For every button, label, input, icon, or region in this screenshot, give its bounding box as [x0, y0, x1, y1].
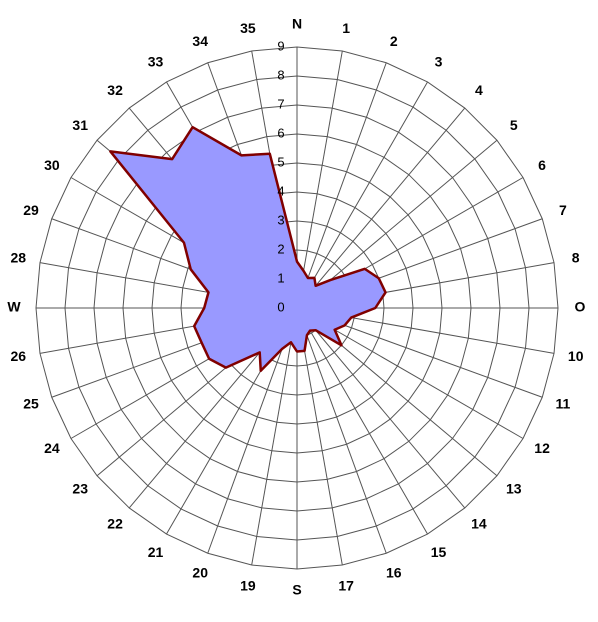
direction-label: 34 [192, 33, 208, 49]
direction-label: 1 [342, 20, 350, 36]
r-tick-label: 7 [277, 96, 284, 111]
r-tick-label: 9 [277, 38, 284, 53]
spoke [296, 307, 387, 554]
direction-label: 32 [107, 82, 123, 98]
direction-label: N [292, 16, 302, 32]
direction-label: 5 [510, 117, 518, 133]
direction-label: W [7, 299, 21, 315]
r-tick-label: 3 [277, 212, 284, 227]
direction-label: 3 [435, 54, 443, 70]
spoke [296, 62, 387, 309]
data-area [109, 125, 387, 373]
r-tick-label: 0 [277, 299, 284, 314]
direction-label: 33 [148, 54, 164, 70]
direction-label: O [575, 299, 586, 315]
spoke [296, 107, 466, 309]
r-tick-label: 4 [277, 183, 284, 198]
direction-label: 16 [386, 565, 402, 581]
r-tick-label: 6 [277, 125, 284, 140]
r-tick-label: 2 [277, 241, 284, 256]
direction-label: 7 [559, 202, 567, 218]
direction-label: 22 [107, 515, 123, 531]
direction-label: 11 [556, 395, 571, 411]
direction-label: S [292, 582, 301, 598]
direction-label: 21 [148, 544, 164, 560]
direction-label: 35 [240, 20, 256, 36]
direction-label: 31 [72, 117, 88, 133]
direction-label: 15 [431, 544, 447, 560]
r-tick-label: 8 [277, 67, 284, 82]
spoke [296, 307, 428, 535]
direction-label: 12 [534, 440, 550, 456]
direction-label: 4 [475, 82, 483, 98]
direction-label: 29 [23, 202, 39, 218]
direction-label: 24 [44, 440, 60, 456]
direction-label: 8 [572, 250, 580, 266]
r-tick-label: 5 [277, 154, 284, 169]
direction-label: 13 [506, 481, 522, 497]
direction-label: 28 [11, 250, 27, 266]
spoke [296, 307, 466, 509]
direction-label: 20 [192, 565, 208, 581]
r-tick-label: 1 [277, 270, 284, 285]
direction-label: 26 [11, 348, 27, 364]
spoke [296, 50, 343, 309]
direction-label: 10 [568, 348, 584, 364]
direction-label: 2 [390, 33, 398, 49]
direction-label: 30 [44, 157, 60, 173]
direction-label: 25 [23, 395, 39, 411]
spoke [296, 81, 428, 309]
direction-label: 23 [72, 481, 88, 497]
direction-label: 6 [538, 157, 546, 173]
spoke [251, 307, 298, 566]
direction-label: 17 [338, 577, 354, 593]
direction-label: 19 [240, 577, 256, 593]
direction-label: 14 [471, 515, 487, 531]
